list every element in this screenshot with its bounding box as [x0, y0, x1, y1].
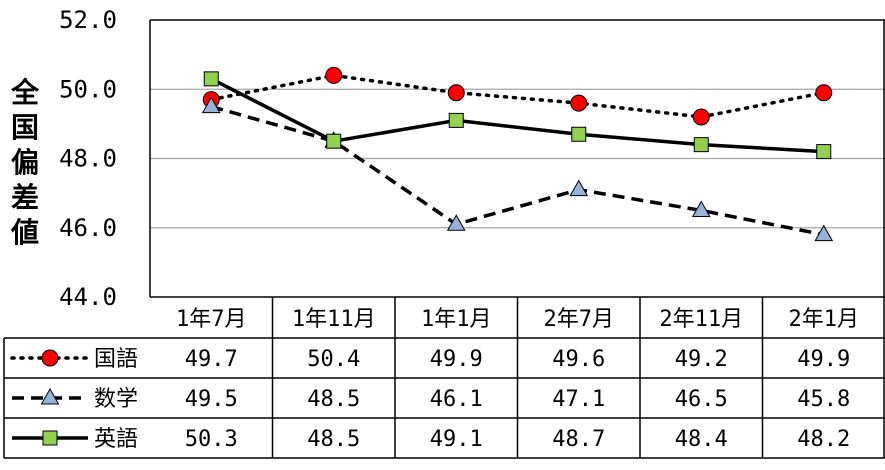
data-point-0-3 [570, 94, 588, 112]
y-tick-label: 52.0 [59, 6, 117, 34]
gridlines [150, 88, 885, 229]
data-label: 49.2 [675, 347, 728, 372]
data-point-0-2 [447, 84, 465, 102]
y-axis-label-char: 国 [11, 111, 39, 144]
legend-marker-1 [40, 387, 60, 405]
data-point-2-2 [448, 112, 464, 128]
y-tick-label: 44.0 [59, 283, 117, 311]
legend-marker-2 [42, 430, 58, 446]
data-point-2-5 [816, 144, 832, 160]
series-line-2 [210, 77, 824, 154]
y-tick-label: 48.0 [59, 145, 117, 173]
y-axis-label-char: 差 [11, 181, 39, 214]
series-line-1 [210, 104, 825, 237]
data-point-1-2 [446, 214, 466, 231]
y-tick-label: 50.0 [59, 75, 117, 103]
data-label: 45.8 [797, 387, 850, 412]
category-label: 2年11月 [659, 307, 743, 332]
data-label: 48.4 [675, 427, 728, 452]
data-label: 48.5 [307, 427, 360, 452]
data-point-2-4 [693, 137, 709, 153]
data-point-1-4 [691, 200, 711, 217]
data-label: 49.7 [185, 347, 238, 372]
data-label: 46.5 [675, 387, 728, 412]
data-label: 48.7 [552, 427, 605, 452]
series-name: 国語 [94, 347, 138, 372]
category-label: 2年1月 [789, 307, 860, 332]
data-point-1-3 [569, 179, 589, 197]
series-name: 英語 [94, 427, 138, 452]
series-lines [209, 73, 826, 237]
category-label: 1年7月 [176, 307, 247, 332]
data-point-0-4 [692, 108, 710, 126]
y-axis-label-char: 偏 [11, 146, 39, 179]
data-point-2-1 [326, 133, 342, 149]
data-label: 47.1 [552, 387, 605, 412]
data-point-2-3 [571, 126, 587, 142]
y-axis-ticks: 52.0 50.0 48.0 46.0 44.0 [59, 6, 117, 311]
data-point-2-0 [203, 71, 219, 87]
data-label: 49.6 [552, 347, 605, 372]
data-label: 49.1 [430, 427, 483, 452]
data-label: 50.4 [307, 347, 360, 372]
series-line-0 [209, 73, 826, 119]
data-point-1-5 [814, 224, 834, 242]
data-point-1-0 [201, 96, 221, 114]
data-point-0-1 [325, 66, 343, 84]
data-label: 49.9 [430, 347, 483, 372]
y-axis-label-char: 全 [10, 76, 40, 109]
legend-marker-0 [41, 349, 59, 367]
y-tick-label: 46.0 [59, 214, 117, 242]
data-point-0-5 [815, 84, 833, 102]
data-label: 48.2 [797, 427, 850, 452]
data-label: 49.9 [797, 347, 850, 372]
category-label: 1年11月 [292, 307, 376, 332]
plot-frame [149, 19, 885, 458]
y-axis-label-char: 値 [10, 216, 39, 249]
series-markers [201, 66, 834, 242]
series-name: 数学 [94, 387, 138, 412]
data-label: 48.5 [307, 387, 360, 412]
data-label: 46.1 [430, 387, 483, 412]
category-label: 1年1月 [421, 307, 492, 332]
category-label: 2年7月 [544, 307, 615, 332]
data-label: 49.5 [185, 387, 238, 412]
data-label: 50.3 [185, 427, 238, 452]
